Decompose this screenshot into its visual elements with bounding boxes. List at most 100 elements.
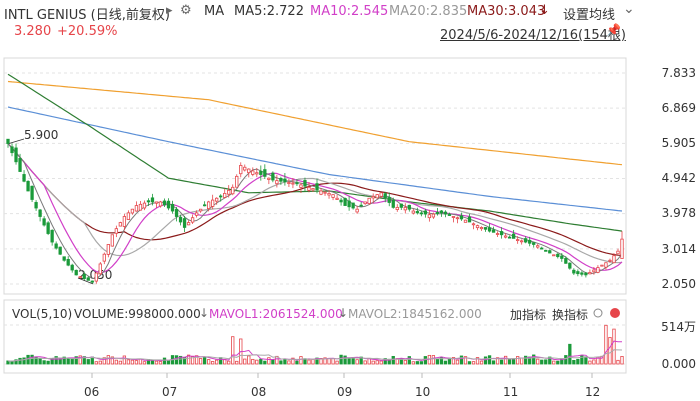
chevron-down-icon[interactable]: ⌄ bbox=[623, 1, 635, 17]
month-label: 12 bbox=[585, 385, 601, 399]
volume-bar bbox=[520, 357, 524, 365]
candle-body bbox=[616, 250, 620, 255]
candle-body bbox=[331, 194, 335, 198]
volume-bar bbox=[399, 358, 403, 365]
volume-bar bbox=[407, 356, 411, 365]
settings-ma-button[interactable]: 设置均线 bbox=[563, 8, 616, 23]
volume-bar bbox=[439, 357, 444, 365]
volume-bar bbox=[467, 361, 472, 365]
gear-icon[interactable]: ⚙ bbox=[180, 3, 192, 18]
volume-bar bbox=[576, 358, 580, 365]
candle-body bbox=[604, 262, 608, 268]
ma250-line bbox=[7, 80, 623, 166]
candle-body bbox=[283, 178, 287, 183]
ma60-line bbox=[7, 73, 623, 232]
add-indicator-button[interactable]: 加指标 bbox=[510, 308, 547, 322]
candle-body bbox=[315, 183, 319, 191]
volume-bar bbox=[363, 360, 367, 365]
pin-icon[interactable]: 📌 bbox=[606, 23, 621, 37]
volume-bar bbox=[42, 360, 46, 365]
candle-body bbox=[307, 186, 311, 191]
volume-bar bbox=[616, 359, 620, 365]
volume-bar bbox=[375, 360, 379, 365]
volume-bar bbox=[564, 355, 568, 365]
price-tick: 5.905 bbox=[661, 136, 696, 150]
volume-bar bbox=[110, 356, 114, 365]
candle-body bbox=[110, 234, 114, 247]
volume-bar bbox=[463, 356, 468, 365]
volume-bar bbox=[620, 356, 624, 365]
volume-value: VOLUME:998000.000 bbox=[74, 307, 201, 321]
volume-bar bbox=[271, 359, 275, 365]
candle-body bbox=[620, 238, 624, 259]
volume-bar bbox=[291, 357, 295, 365]
volume-bar bbox=[612, 328, 616, 365]
candle-body bbox=[311, 188, 315, 191]
switch-indicator-button[interactable]: 换指标 bbox=[552, 308, 589, 322]
volume-bar bbox=[311, 358, 315, 365]
candle-body bbox=[347, 200, 351, 208]
volume-bar bbox=[495, 357, 500, 365]
volume-bar bbox=[556, 360, 560, 365]
volume-bar bbox=[584, 356, 588, 365]
candle-body bbox=[146, 200, 151, 203]
candle-body bbox=[520, 240, 524, 243]
candle-body bbox=[335, 197, 339, 200]
volume-bar bbox=[259, 358, 263, 365]
date-range[interactable]: 2024/5/6-2024/12/16(154根) bbox=[440, 28, 626, 43]
candle-body bbox=[295, 182, 299, 185]
volume-bar bbox=[295, 360, 299, 365]
candle-body bbox=[463, 219, 468, 223]
candle-body bbox=[46, 222, 50, 234]
mavol1-down-arrow-icon: ↓ bbox=[199, 306, 210, 320]
volume-bar bbox=[82, 356, 86, 365]
candle-body bbox=[202, 204, 207, 207]
candle-body bbox=[134, 205, 139, 212]
volume-bar bbox=[102, 357, 106, 365]
candle-body bbox=[363, 201, 367, 205]
candle-body bbox=[483, 227, 488, 230]
candle-body bbox=[447, 214, 452, 216]
candle-body bbox=[548, 250, 552, 254]
volume-bar bbox=[26, 354, 30, 365]
mavol2-value: MAVOL2:1845162.000 bbox=[348, 307, 482, 321]
candle-body bbox=[572, 269, 576, 274]
candle-body bbox=[323, 191, 327, 194]
volume-bar bbox=[588, 360, 592, 365]
play-icon[interactable]: ▸ bbox=[166, 3, 173, 18]
volume-bar bbox=[512, 359, 516, 365]
volume-bar bbox=[114, 359, 118, 365]
candle-body bbox=[235, 175, 239, 188]
candle-body bbox=[608, 259, 612, 262]
volume-bar bbox=[18, 357, 22, 365]
candle-body bbox=[395, 206, 399, 211]
candle-body bbox=[82, 273, 86, 279]
ma5-value: MA5:2.722 bbox=[234, 4, 304, 19]
close-icon bbox=[610, 308, 620, 318]
candle-body bbox=[166, 200, 171, 209]
candle-body bbox=[223, 192, 227, 198]
volume-bar bbox=[323, 357, 327, 365]
volume-bar bbox=[503, 355, 508, 365]
volume-bar bbox=[552, 360, 556, 365]
candle-body bbox=[544, 249, 548, 252]
month-label: 07 bbox=[162, 385, 178, 399]
volume-bar bbox=[299, 356, 303, 365]
volume-bar bbox=[507, 359, 512, 365]
candle-body bbox=[319, 190, 323, 195]
candle-body bbox=[130, 208, 135, 214]
candle-body bbox=[391, 199, 395, 208]
change-percent: +20.59% bbox=[57, 24, 118, 39]
candle-body bbox=[588, 272, 592, 275]
candle-body bbox=[38, 209, 42, 217]
volume-bar bbox=[38, 358, 42, 365]
volume-bar bbox=[211, 361, 215, 365]
candle-body bbox=[379, 192, 383, 197]
candle-body bbox=[243, 166, 247, 171]
candle-body bbox=[431, 213, 436, 218]
candle-body bbox=[303, 180, 307, 187]
candle-body bbox=[30, 185, 34, 200]
candle-body bbox=[455, 217, 460, 220]
candle-body bbox=[10, 146, 14, 154]
